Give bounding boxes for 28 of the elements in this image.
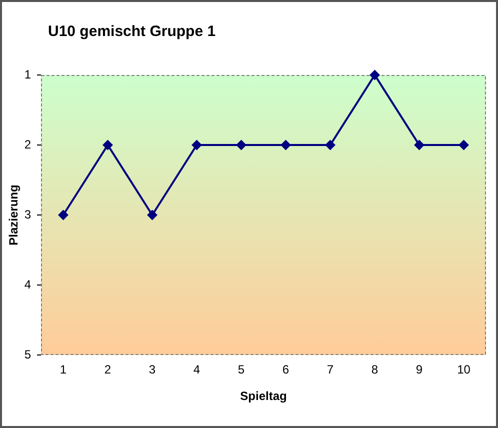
point: [236, 140, 246, 150]
y-tick-label: 3: [24, 207, 32, 222]
x-tick-label: 10: [457, 362, 471, 377]
x-tick-label: 3: [148, 362, 156, 377]
y-tick-label: 1: [24, 67, 32, 82]
y-axis-title: Plazierung: [6, 184, 21, 246]
point: [102, 140, 113, 150]
y-tick-label: 4: [24, 277, 32, 292]
x-tick-label: 7: [326, 362, 334, 377]
point: [58, 210, 68, 220]
y-tick-label: 5: [24, 347, 32, 362]
point: [370, 70, 380, 80]
x-axis-title: Spieltag: [240, 389, 287, 404]
x-tick-label: 9: [416, 362, 423, 377]
x-tick-label: 5: [238, 362, 245, 377]
point: [192, 140, 202, 150]
point: [414, 140, 424, 150]
x-tick-label: 1: [60, 362, 67, 377]
x-tick-label: 2: [104, 362, 112, 377]
point: [280, 140, 291, 150]
point: [325, 140, 336, 150]
y-tick-label: 2: [24, 137, 32, 152]
point: [458, 140, 469, 150]
x-tick-label: 8: [371, 362, 378, 377]
point: [147, 210, 158, 220]
x-tick-label: 4: [193, 362, 200, 377]
x-tick-label: 6: [282, 362, 290, 377]
chart-title: U10 gemischt Gruppe 1: [48, 23, 216, 40]
